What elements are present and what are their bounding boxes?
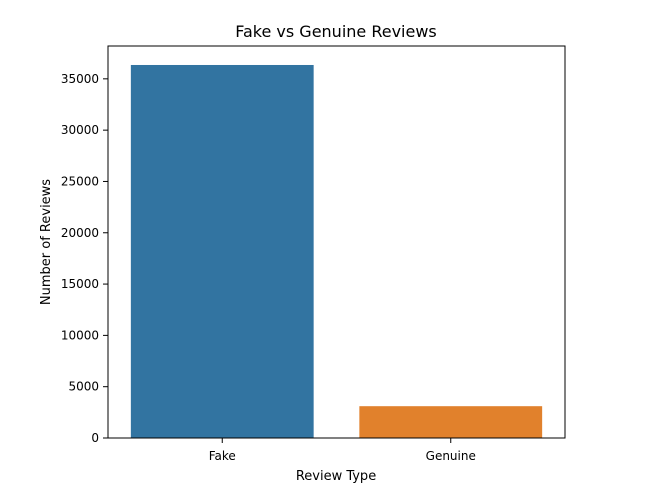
y-tick-label: 30000 <box>61 123 99 137</box>
y-tick-label: 10000 <box>61 328 99 342</box>
y-tick-label: 20000 <box>61 226 99 240</box>
y-tick-label: 0 <box>91 431 99 445</box>
y-axis-label: Number of Reviews <box>39 179 54 305</box>
y-axis-ticks: 0 5000 10000 15000 20000 25000 30000 35000 <box>61 72 108 445</box>
bar-genuine <box>359 406 543 438</box>
x-axis-ticks: Fake Genuine <box>209 438 476 463</box>
y-tick-label: 35000 <box>61 72 99 86</box>
plot-frame <box>107 45 566 439</box>
x-axis-label: Review Type <box>296 469 376 484</box>
chart-title: Fake vs Genuine Reviews <box>235 22 437 41</box>
y-tick-label: 15000 <box>61 277 99 291</box>
x-tick-label: Genuine <box>426 449 476 463</box>
bar-fake <box>130 64 314 439</box>
y-tick-label: 25000 <box>61 174 99 188</box>
x-tick-label: Fake <box>209 449 236 463</box>
bars-group <box>130 64 543 439</box>
y-tick-label: 5000 <box>68 380 99 394</box>
